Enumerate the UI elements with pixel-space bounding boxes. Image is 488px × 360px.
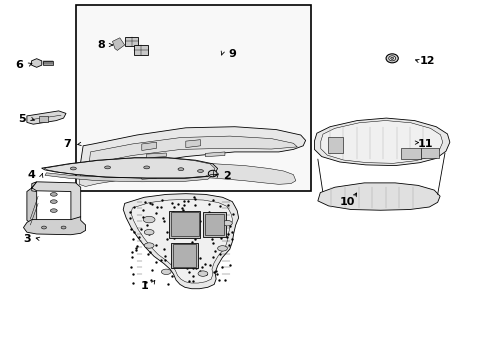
- Text: 1: 1: [140, 281, 148, 291]
- Bar: [420, 148, 438, 158]
- Ellipse shape: [386, 54, 398, 63]
- Polygon shape: [317, 183, 439, 210]
- Bar: [124, 37, 138, 46]
- Ellipse shape: [161, 269, 171, 275]
- Bar: [327, 137, 343, 153]
- Bar: [42, 61, 53, 65]
- Ellipse shape: [217, 246, 227, 251]
- Polygon shape: [142, 142, 156, 150]
- Ellipse shape: [50, 209, 57, 212]
- Ellipse shape: [143, 166, 149, 169]
- Text: 5: 5: [18, 114, 26, 124]
- Bar: [171, 243, 198, 268]
- Ellipse shape: [208, 170, 217, 177]
- Text: 4: 4: [28, 170, 36, 180]
- Polygon shape: [146, 153, 166, 158]
- Text: 8: 8: [98, 40, 105, 50]
- Ellipse shape: [178, 168, 183, 171]
- Polygon shape: [112, 38, 124, 50]
- Ellipse shape: [388, 56, 395, 61]
- Polygon shape: [41, 158, 217, 178]
- Text: 12: 12: [419, 56, 435, 66]
- Bar: [173, 244, 196, 267]
- Polygon shape: [32, 59, 41, 67]
- Polygon shape: [123, 194, 238, 289]
- Text: 7: 7: [63, 139, 71, 149]
- Ellipse shape: [70, 167, 76, 170]
- Polygon shape: [314, 118, 449, 166]
- Text: 2: 2: [223, 171, 231, 181]
- Text: 11: 11: [417, 139, 432, 149]
- Ellipse shape: [104, 166, 110, 169]
- Text: 3: 3: [23, 234, 31, 244]
- Bar: [134, 45, 148, 55]
- Ellipse shape: [197, 170, 203, 172]
- Ellipse shape: [50, 200, 57, 203]
- Polygon shape: [81, 127, 305, 176]
- Bar: [204, 214, 224, 235]
- Ellipse shape: [222, 220, 232, 226]
- Polygon shape: [79, 163, 295, 186]
- Ellipse shape: [198, 271, 207, 276]
- Polygon shape: [320, 121, 442, 163]
- Polygon shape: [32, 182, 81, 220]
- Text: 10: 10: [339, 197, 354, 207]
- Polygon shape: [27, 182, 37, 224]
- Text: 6: 6: [16, 60, 23, 70]
- Ellipse shape: [50, 193, 57, 196]
- Ellipse shape: [144, 243, 154, 248]
- Polygon shape: [205, 152, 224, 157]
- Ellipse shape: [41, 226, 46, 229]
- Bar: [39, 116, 48, 122]
- Text: 9: 9: [228, 49, 236, 59]
- Polygon shape: [89, 136, 297, 163]
- Bar: [203, 212, 226, 237]
- Polygon shape: [131, 199, 232, 283]
- Bar: [168, 211, 200, 238]
- Bar: [76, 5, 310, 191]
- Polygon shape: [185, 140, 200, 148]
- Bar: [170, 212, 198, 236]
- Polygon shape: [185, 173, 200, 177]
- Polygon shape: [45, 173, 215, 182]
- Polygon shape: [23, 217, 85, 235]
- Polygon shape: [142, 175, 156, 179]
- Ellipse shape: [390, 57, 393, 59]
- Ellipse shape: [143, 216, 155, 223]
- Ellipse shape: [144, 230, 154, 235]
- Polygon shape: [27, 111, 66, 124]
- Bar: [400, 148, 420, 159]
- Ellipse shape: [61, 226, 66, 229]
